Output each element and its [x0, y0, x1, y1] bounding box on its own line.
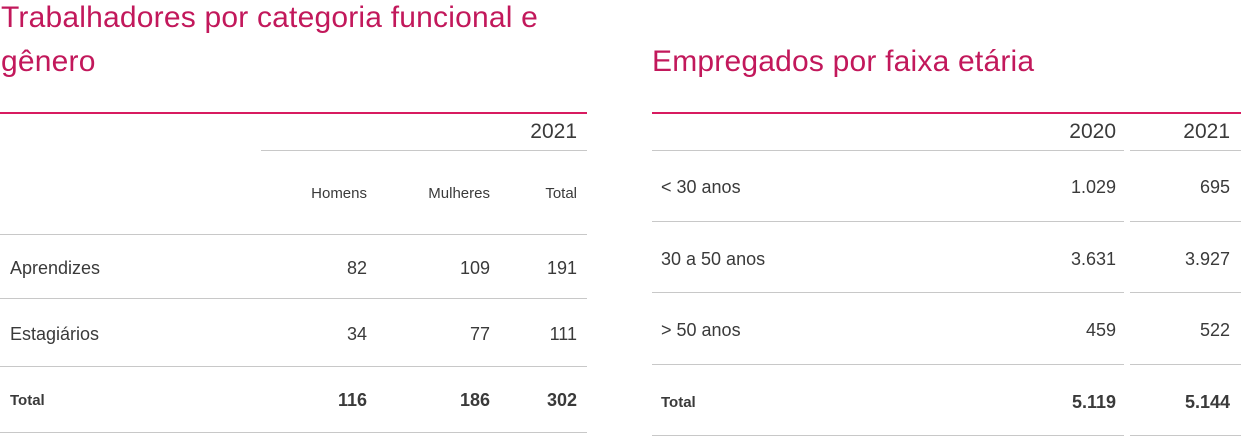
left-total-cell: 302	[546, 390, 577, 410]
right-total-label: Total	[661, 394, 696, 411]
right-cell: 1.029	[1070, 177, 1116, 197]
right-table-title: Empregados por faixa etária	[652, 45, 1035, 78]
left-row-divider	[0, 298, 587, 299]
left-table-bottom-rule	[0, 432, 587, 433]
left-row-label: Aprendizes	[10, 258, 101, 278]
left-col-header-mulheres: Mulheres	[428, 185, 490, 202]
left-table-title: Trabalhadores por categoria funcional e …	[1, 1, 539, 78]
right-row-divider	[652, 364, 1124, 365]
left-cell: 111	[549, 324, 577, 344]
right-row-divider	[1130, 364, 1241, 365]
right-year-2020: 2020	[1069, 120, 1116, 143]
left-total-label: Total	[10, 392, 45, 409]
left-table-top-rule	[0, 112, 587, 114]
right-row-label: < 30 anos	[661, 177, 741, 197]
left-table-year-underline	[261, 150, 587, 151]
left-cell: 34	[346, 324, 367, 344]
right-row-divider	[652, 292, 1124, 293]
left-total-cell: 186	[459, 390, 490, 410]
left-table-year: 2021	[530, 120, 577, 143]
left-cell: 77	[469, 324, 490, 344]
right-total-cell: 5.144	[1184, 392, 1230, 412]
right-table-bottom-rule	[652, 435, 1124, 436]
left-total-cell: 116	[337, 390, 367, 410]
right-header-divider	[1130, 150, 1241, 151]
right-row-divider	[1130, 221, 1241, 222]
left-cell: 191	[546, 258, 577, 278]
left-col-header-total: Total	[545, 185, 577, 202]
left-row-divider	[0, 366, 587, 367]
right-row-label: > 50 anos	[661, 320, 741, 340]
left-table-header-divider	[0, 234, 587, 235]
right-year-2021: 2021	[1183, 120, 1230, 143]
right-table-top-rule	[652, 112, 1241, 114]
right-row-label: 30 a 50 anos	[661, 249, 766, 269]
right-row-divider	[652, 221, 1124, 222]
right-cell: 695	[1199, 177, 1230, 197]
left-cell: 82	[346, 258, 367, 278]
right-header-divider	[652, 150, 1124, 151]
left-cell: 109	[459, 258, 490, 278]
left-row-label: Estagiários	[10, 324, 100, 344]
left-col-header-homens: Homens	[311, 185, 367, 202]
right-cell: 459	[1085, 320, 1116, 340]
right-cell: 3.927	[1184, 249, 1230, 269]
right-row-divider	[1130, 292, 1241, 293]
right-table-bottom-rule	[1130, 435, 1241, 436]
right-total-cell: 5.119	[1071, 392, 1116, 412]
right-cell: 522	[1199, 320, 1230, 340]
right-cell: 3.631	[1070, 249, 1116, 269]
